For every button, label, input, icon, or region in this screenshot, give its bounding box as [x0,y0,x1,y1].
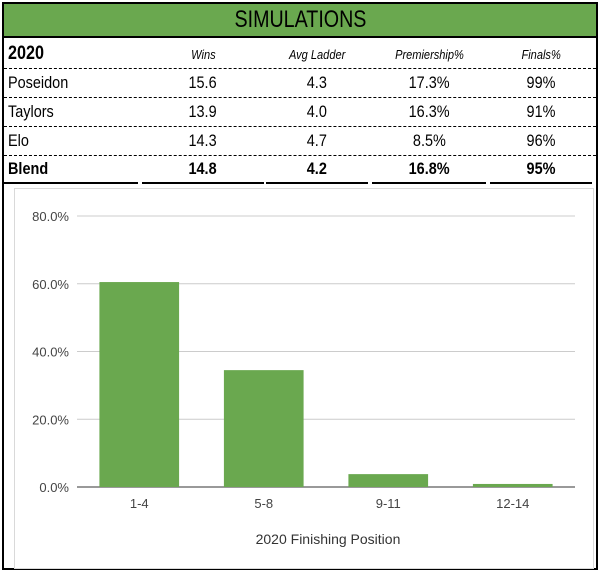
row-premiership: 17.3% [408,73,450,92]
row-finals: 91% [526,102,556,121]
header-year: 2020 [8,43,44,64]
table-row: Taylors 13.9 4.0 16.3% 91% [4,98,596,127]
header-wins: Wins [190,46,216,62]
row-avg-ladder: 4.7 [306,131,328,150]
blend-finals: 95% [490,156,592,184]
y-tick-label: 80.0% [32,209,69,224]
blend-name: Blend [4,156,138,184]
x-tick-label: 12-14 [496,496,529,511]
row-wins: 13.9 [188,102,218,121]
finishing-position-chart: 0.0% 20.0% 40.0% 60.0% 80.0% 1-4 5-8 9-11 12-14 2… [14,188,594,569]
x-tick-label: 5-8 [254,496,273,511]
panel-title: SIMULATIONS [234,6,366,33]
x-tick-label: 9-11 [376,496,401,511]
bar-12-14 [472,483,553,487]
x-tick-label: 1-4 [130,496,149,511]
header-avg-ladder: Avg Ladder [288,46,346,62]
simulations-table: 2020 Wins Avg Ladder Premiership% Finals… [4,40,596,184]
row-avg-ladder: 4.0 [306,102,328,121]
x-axis-title: 2020 Finishing Position [256,531,401,547]
header-finals: Finals% [521,46,561,62]
bar-1-4 [99,282,180,487]
row-wins: 15.6 [188,73,218,92]
row-finals: 99% [526,73,556,92]
blend-wins: 14.8 [142,156,264,184]
header-premiership: Premiership% [394,46,464,62]
row-finals: 96% [526,131,556,150]
y-tick-label: 60.0% [32,277,69,292]
table-header-row: 2020 Wins Avg Ladder Premiership% Finals… [4,40,596,69]
y-tick-label: 40.0% [32,345,69,360]
bar-5-8 [223,370,304,487]
row-avg-ladder: 4.3 [306,73,328,92]
y-tick-label: 20.0% [32,412,69,427]
blend-premiership: 16.8% [372,156,486,184]
bar-9-11 [348,474,429,487]
row-wins: 14.3 [188,131,218,150]
row-name: Elo [8,131,29,150]
bar-chart-svg: 0.0% 20.0% 40.0% 60.0% 80.0% 1-4 5-8 9-11 12-14 2… [32,209,575,547]
row-name: Taylors [8,102,54,121]
table-row: Elo 14.3 4.7 8.5% 96% [4,127,596,156]
blend-avg-ladder: 4.2 [266,156,368,184]
panel-header: SIMULATIONS [4,4,596,38]
table-row: Poseidon 15.6 4.3 17.3% 99% [4,69,596,98]
row-name: Poseidon [8,73,69,92]
row-premiership: 8.5% [412,131,446,150]
row-premiership: 16.3% [408,102,450,121]
y-tick-label: 0.0% [39,480,69,495]
blend-row: Blend 14.8 4.2 16.8% 95% [4,156,596,184]
